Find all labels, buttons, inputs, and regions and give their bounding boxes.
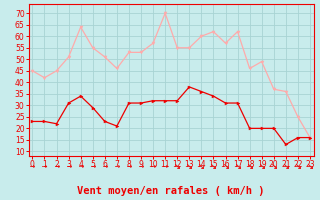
Text: Vent moyen/en rafales ( km/h ): Vent moyen/en rafales ( km/h ) (77, 186, 265, 196)
